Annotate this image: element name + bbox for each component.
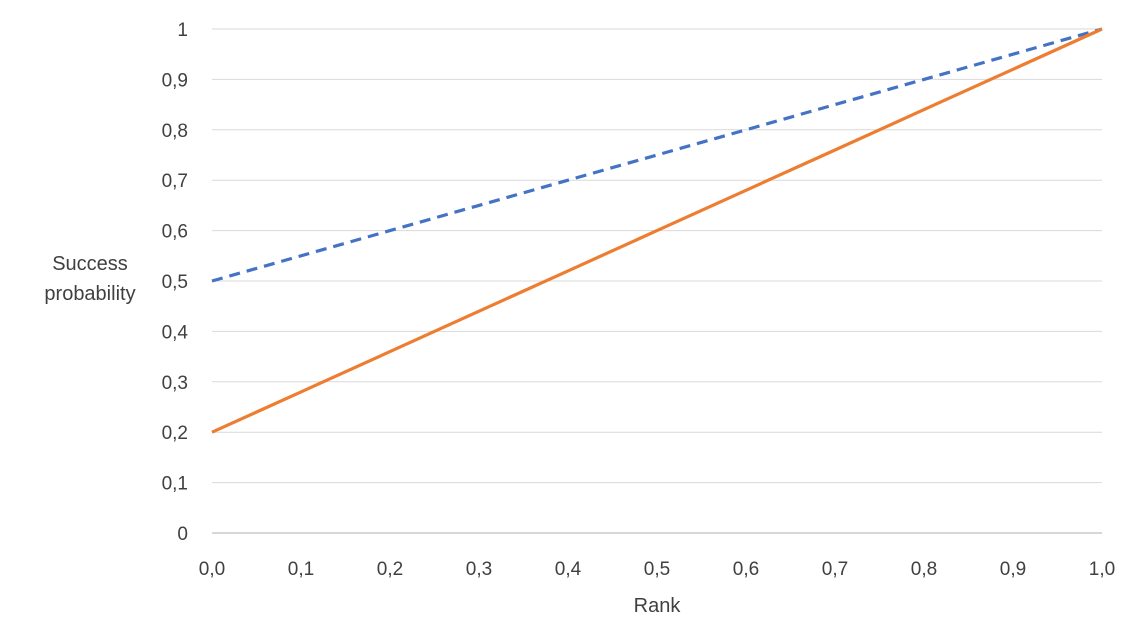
gridlines	[212, 28, 1102, 534]
y-tick-label: 0	[177, 524, 188, 545]
x-tick-label: 0,7	[822, 559, 848, 580]
y-tick-label: 0,4	[162, 322, 189, 343]
y-tick-label: 1	[177, 20, 188, 41]
y-tick-label: 0,6	[162, 222, 188, 243]
x-axis-title: Rank	[634, 595, 682, 617]
y-axis-title-line: probability	[44, 283, 135, 305]
y-tick-label: 0,7	[162, 171, 188, 192]
x-tick-label: 0,8	[911, 559, 937, 580]
x-tick-label: 0,5	[644, 559, 670, 580]
x-tick-label: 0,3	[466, 559, 492, 580]
y-tick-label: 0,2	[162, 423, 188, 444]
series-lines	[211, 27, 1103, 434]
x-tick-label: 0,0	[199, 559, 225, 580]
x-tick-labels: 0,0 0,1 0,2 0,3 0,4 0,5 0,6 0,7 0,8 0,9 1,0	[199, 559, 1115, 580]
x-tick-label: 0,9	[1000, 559, 1026, 580]
x-tick-label: 0,6	[733, 559, 759, 580]
x-tick-label: 0,1	[288, 559, 314, 580]
y-tick-label: 0,8	[162, 121, 188, 142]
y-axis-title: Success probability	[44, 253, 135, 305]
y-tick-label: 0,3	[162, 373, 188, 394]
y-tick-label: 0,5	[162, 272, 188, 293]
y-tick-label: 0,1	[162, 474, 188, 495]
y-tick-labels: 0 0,1 0,2 0,3 0,4 0,5 0,6 0,7 0,8 0,9 1	[162, 20, 189, 545]
y-tick-label: 0,9	[162, 70, 188, 91]
series-line-2	[211, 27, 1103, 434]
x-tick-label: 0,2	[377, 559, 403, 580]
x-tick-label: 0,4	[555, 559, 582, 580]
x-tick-label: 1,0	[1089, 559, 1115, 580]
series-line-1	[211, 27, 1103, 283]
y-axis-title-line: Success	[52, 253, 128, 275]
